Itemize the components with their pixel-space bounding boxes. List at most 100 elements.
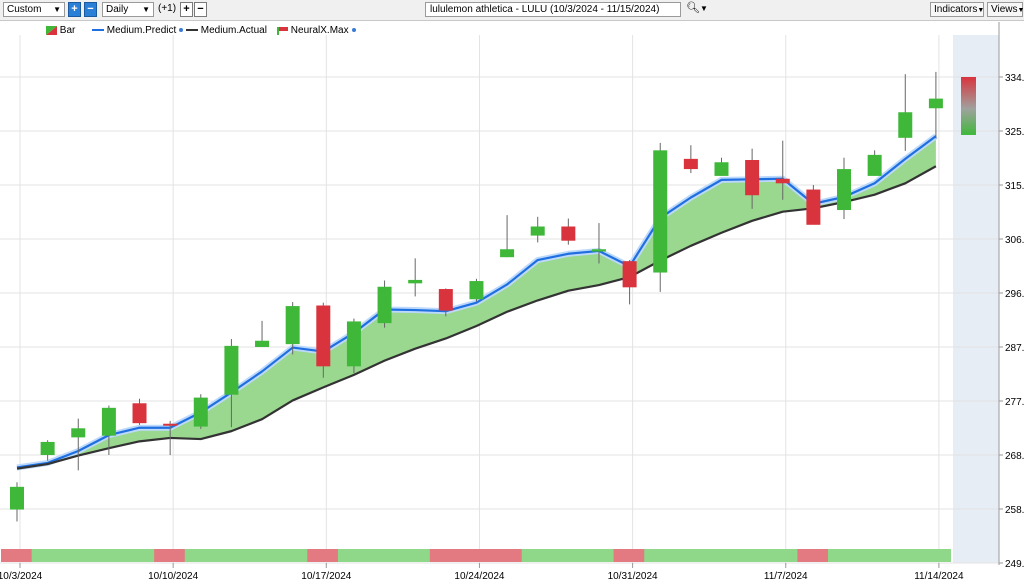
- candle-body: [285, 306, 300, 345]
- candle-body: [806, 189, 821, 225]
- candle-body: [10, 486, 24, 510]
- chevron-down-icon: ▼: [142, 5, 150, 14]
- zoom-in-button[interactable]: +: [68, 2, 81, 17]
- line-swatch-icon: [92, 29, 104, 32]
- x-tick-label: 10/10/2024: [148, 571, 198, 582]
- signal-strip-cell: [460, 549, 492, 562]
- interval-select-value: Daily: [106, 4, 129, 15]
- candle-body: [163, 423, 178, 426]
- candle-body: [683, 158, 698, 170]
- y-tick-label: 268.00: [1005, 451, 1024, 462]
- indicators-button[interactable]: Indicators▼: [930, 2, 984, 17]
- signal-strip-cell: [582, 549, 615, 562]
- signal-strip-cell: [31, 549, 63, 562]
- signal-strip-cell: [521, 549, 553, 562]
- candle-body: [837, 169, 852, 211]
- candle-body: [40, 441, 55, 455]
- legend-bar-label: Bar: [59, 25, 76, 36]
- signal-strip-cell: [491, 549, 523, 562]
- x-tick-label: 10/3/2024: [0, 571, 43, 582]
- legend-neural-label: NeuralX.Max: [290, 25, 349, 36]
- search-icon[interactable]: 🔍︎▼: [686, 2, 708, 14]
- signal-strip-cell: [429, 549, 461, 562]
- candle-body: [928, 98, 943, 109]
- toolbar: Custom ▼ + − Daily ▼ (+1) + − lululemon …: [0, 0, 1024, 21]
- signal-strip-cell: [246, 549, 278, 562]
- x-tick-label: 11/7/2024: [764, 571, 808, 582]
- signal-strip-cell: [399, 549, 431, 562]
- signal-strip-cell: [705, 549, 737, 562]
- signal-strip-cell: [889, 549, 921, 562]
- signal-strip: [1, 549, 952, 562]
- legend-bar[interactable]: Bar: [46, 24, 75, 38]
- candle-body: [745, 159, 760, 196]
- y-tick-label: 334.50: [1005, 73, 1024, 84]
- x-axis: 10/3/2024 10/10/2024 10/17/2024 10/24/2024 1…: [0, 563, 964, 582]
- settings-dot-icon[interactable]: [351, 28, 356, 33]
- candle-body: [255, 340, 270, 347]
- signal-strip-cell: [858, 549, 890, 562]
- offset-decrease-button[interactable]: −: [194, 2, 207, 17]
- legend-actual[interactable]: Medium.Actual: [186, 24, 267, 38]
- candle-body: [71, 428, 86, 438]
- symbol-title-box[interactable]: lululemon athletica - LULU (10/3/2024 - …: [425, 2, 681, 17]
- candle-body: [438, 289, 453, 311]
- signal-strip-cell: [736, 549, 768, 562]
- candle-body: [224, 345, 239, 395]
- zoom-out-button[interactable]: −: [84, 2, 97, 17]
- candle-body: [469, 281, 484, 300]
- signal-strip-cell: [797, 549, 829, 562]
- offset-increase-button[interactable]: +: [180, 2, 193, 17]
- bar-icon: [46, 25, 57, 35]
- chevron-down-icon: ▼: [53, 5, 61, 14]
- candle-body: [500, 249, 515, 258]
- signal-strip-cell: [368, 549, 400, 562]
- candle-body: [561, 226, 576, 241]
- legend-neural[interactable]: NeuralX.Max: [277, 24, 356, 38]
- candle-body: [132, 403, 147, 424]
- signal-strip-cell: [828, 549, 860, 562]
- candle-body: [408, 279, 423, 284]
- y-tick-label: 287.00: [1005, 343, 1024, 354]
- candle-body: [346, 321, 361, 367]
- signal-strip-cell: [62, 549, 94, 562]
- period-select[interactable]: Custom ▼: [3, 2, 65, 17]
- offset-label: (+1): [158, 3, 177, 14]
- interval-select[interactable]: Daily ▼: [102, 2, 154, 17]
- x-tick-label: 10/31/2024: [608, 571, 658, 582]
- line-swatch-icon: [186, 29, 198, 32]
- predict-line: [16, 135, 937, 469]
- signal-strip-cell: [307, 549, 339, 562]
- x-tick-label: 11/14/2024: [914, 571, 964, 582]
- candle-body: [867, 154, 882, 176]
- views-label: Views: [991, 4, 1018, 15]
- signal-strip-cell: [337, 549, 370, 562]
- y-tick-label: 277.50: [1005, 397, 1024, 408]
- x-tick-label: 10/24/2024: [454, 571, 504, 582]
- views-button[interactable]: Views▼: [987, 2, 1024, 17]
- signal-strip-cell: [215, 549, 247, 562]
- candle-body: [591, 249, 606, 252]
- signal-strip-cell: [613, 549, 645, 562]
- neural-max-band: [961, 77, 976, 135]
- legend-predict-label: Medium.Predict: [106, 25, 177, 36]
- candle-body: [316, 305, 331, 367]
- y-tick-label: 325.00: [1005, 127, 1024, 138]
- y-tick-label: 306.00: [1005, 235, 1024, 246]
- signal-strip-cell: [154, 549, 186, 562]
- signal-strip-cell: [919, 549, 952, 562]
- legend-actual-label: Medium.Actual: [200, 25, 267, 36]
- legend-predict[interactable]: Medium.Predict: [92, 24, 184, 38]
- signal-strip-cell: [276, 549, 308, 562]
- signal-strip-cell: [674, 549, 706, 562]
- candle-body: [193, 397, 208, 427]
- signal-strip-cell: [184, 549, 216, 562]
- candle-body: [377, 286, 392, 324]
- candle-body: [622, 261, 637, 288]
- candle-body: [898, 112, 913, 138]
- y-axis: 334.50 325.00 315.50 306.00 296.50 287.00 277.…: [999, 73, 1024, 570]
- settings-dot-icon[interactable]: [179, 28, 184, 33]
- candles: [10, 71, 943, 522]
- signal-strip-cell: [92, 549, 125, 562]
